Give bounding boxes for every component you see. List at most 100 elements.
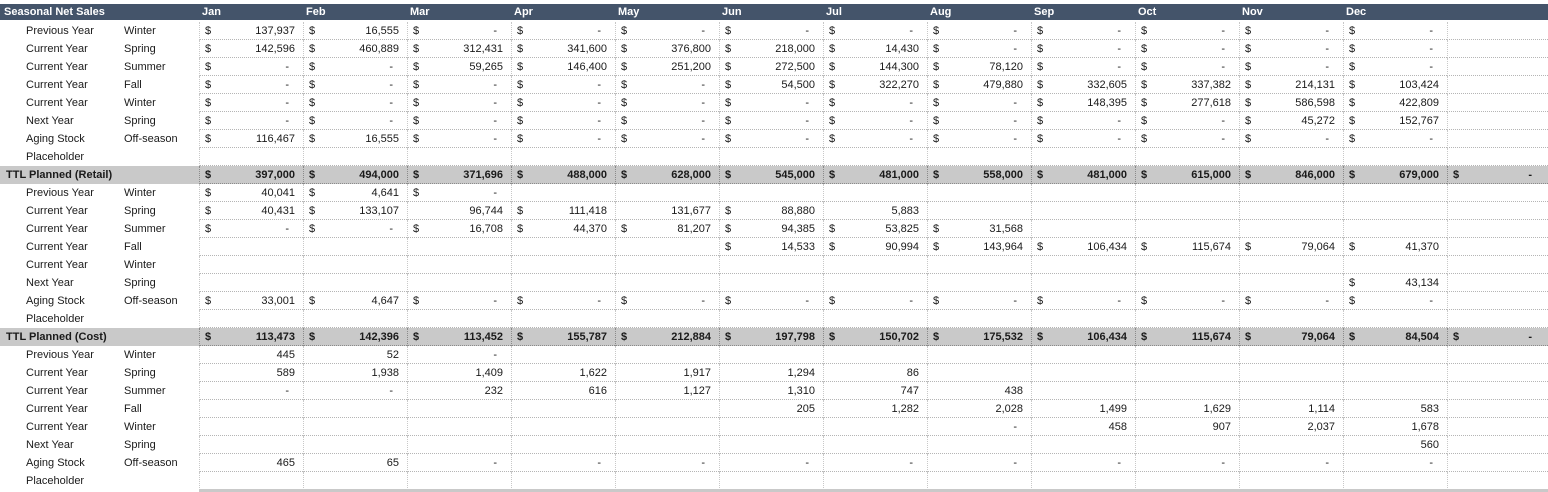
grid-cell[interactable] <box>1239 238 1343 256</box>
grid-cell[interactable] <box>1135 238 1239 256</box>
month-header-sep[interactable]: Sep <box>1034 6 1055 18</box>
grid-cell[interactable] <box>511 274 615 292</box>
grid-cell[interactable] <box>1031 238 1135 256</box>
grid-cell[interactable] <box>1447 220 1548 238</box>
cell-value[interactable]: - <box>493 457 497 469</box>
cell-value[interactable]: 94,385 <box>781 223 815 235</box>
row-label-year[interactable]: Placeholder <box>26 313 85 325</box>
month-header-apr[interactable]: Apr <box>514 6 533 18</box>
cell-value[interactable] <box>615 274 719 292</box>
grid-cell[interactable] <box>927 454 1031 472</box>
cell-value[interactable]: 148,395 <box>1087 97 1127 109</box>
grid-cell[interactable] <box>823 454 927 472</box>
grid-cell[interactable] <box>1135 40 1239 58</box>
total-value[interactable]: 846,000 <box>1295 169 1335 181</box>
grid-cell[interactable] <box>1239 292 1343 310</box>
grid-cell[interactable] <box>927 382 1031 400</box>
cell-value[interactable]: 277,618 <box>1191 97 1231 109</box>
grid-cell[interactable] <box>1031 400 1135 418</box>
row-label-year[interactable]: Next Year <box>26 115 74 127</box>
grid-cell[interactable] <box>407 184 511 202</box>
total-value[interactable]: 628,000 <box>671 169 711 181</box>
grid-cell[interactable] <box>1343 454 1447 472</box>
total-value[interactable]: 481,000 <box>879 169 919 181</box>
cell-value[interactable]: 376,800 <box>671 43 711 55</box>
grid-cell[interactable] <box>1135 454 1239 472</box>
cell-value[interactable]: 45,272 <box>1301 115 1335 127</box>
grid-cell[interactable] <box>1135 130 1239 148</box>
grid-cell[interactable] <box>719 454 823 472</box>
row-label-year[interactable]: Current Year <box>26 205 88 217</box>
grid-cell[interactable] <box>199 400 303 418</box>
row-label-season[interactable]: Summer <box>124 61 166 73</box>
grid-cell[interactable] <box>1447 22 1548 40</box>
row-label-season[interactable]: Winter <box>124 187 156 199</box>
cell-value[interactable] <box>407 256 511 274</box>
row-label-season[interactable]: Summer <box>124 223 166 235</box>
row-label-year[interactable]: Current Year <box>26 421 88 433</box>
cell-value[interactable] <box>1135 184 1239 202</box>
cell-value[interactable]: 560 <box>1420 439 1439 451</box>
cell-value[interactable] <box>1135 472 1239 490</box>
grid-cell[interactable] <box>1343 238 1447 256</box>
grid-cell[interactable] <box>615 418 719 436</box>
cell-value[interactable] <box>511 436 615 454</box>
grid-cell[interactable] <box>303 58 407 76</box>
grid-cell[interactable] <box>1447 148 1548 166</box>
grid-cell[interactable] <box>927 94 1031 112</box>
grid-cell[interactable] <box>823 346 927 364</box>
cell-value[interactable] <box>199 436 303 454</box>
row-label-season[interactable]: Fall <box>124 79 142 91</box>
total-value[interactable]: 488,000 <box>567 169 607 181</box>
grid-cell[interactable] <box>1135 436 1239 454</box>
cell-value[interactable] <box>1239 256 1343 274</box>
cell-value[interactable] <box>1239 382 1343 400</box>
grid-cell[interactable] <box>1239 220 1343 238</box>
cell-value[interactable] <box>927 436 1031 454</box>
grid-cell[interactable] <box>1239 40 1343 58</box>
row-label-season[interactable]: Spring <box>124 277 156 289</box>
cell-value[interactable]: - <box>493 115 497 127</box>
row-label-season[interactable]: Winter <box>124 259 156 271</box>
grid-cell[interactable] <box>823 220 927 238</box>
cell-value[interactable]: 1,294 <box>787 367 815 379</box>
cell-value[interactable] <box>1135 382 1239 400</box>
cell-value[interactable]: - <box>1221 25 1225 37</box>
cell-value[interactable] <box>719 418 823 436</box>
total-value[interactable]: 679,000 <box>1399 169 1439 181</box>
cell-value[interactable]: 31,568 <box>989 223 1023 235</box>
grid-cell[interactable] <box>199 148 303 166</box>
grid-cell[interactable] <box>719 94 823 112</box>
grid-cell[interactable] <box>511 382 615 400</box>
grid-cell[interactable] <box>719 328 823 346</box>
month-header-jun[interactable]: Jun <box>722 6 742 18</box>
cell-value[interactable] <box>1135 202 1239 220</box>
grid-cell[interactable] <box>407 328 511 346</box>
cell-value[interactable]: 33,001 <box>261 295 295 307</box>
grid-cell[interactable] <box>1447 292 1548 310</box>
cell-value[interactable] <box>615 238 719 256</box>
grid-cell[interactable] <box>511 364 615 382</box>
cell-value[interactable]: - <box>1013 133 1017 145</box>
month-header-feb[interactable]: Feb <box>306 6 326 18</box>
cell-value[interactable]: 4,641 <box>371 187 399 199</box>
cell-value[interactable]: 53,825 <box>885 223 919 235</box>
cell-value[interactable]: 59,265 <box>469 61 503 73</box>
cell-value[interactable] <box>1343 310 1447 328</box>
grid-cell[interactable] <box>719 256 823 274</box>
cell-value[interactable]: - <box>1221 133 1225 145</box>
cell-value[interactable] <box>1031 382 1135 400</box>
grid-cell[interactable] <box>407 454 511 472</box>
cell-value[interactable] <box>303 310 407 328</box>
grid-cell[interactable] <box>719 310 823 328</box>
grid-cell[interactable] <box>1031 148 1135 166</box>
row-label-season[interactable]: Off-season <box>124 133 178 145</box>
grid-cell[interactable] <box>407 292 511 310</box>
grid-cell[interactable] <box>823 364 927 382</box>
grid-cell[interactable] <box>1239 22 1343 40</box>
grid-cell[interactable] <box>1447 472 1548 490</box>
cell-value[interactable]: 16,555 <box>365 25 399 37</box>
cell-value[interactable]: - <box>285 223 289 235</box>
grid-cell[interactable] <box>823 382 927 400</box>
cell-value[interactable]: 589 <box>276 367 295 379</box>
